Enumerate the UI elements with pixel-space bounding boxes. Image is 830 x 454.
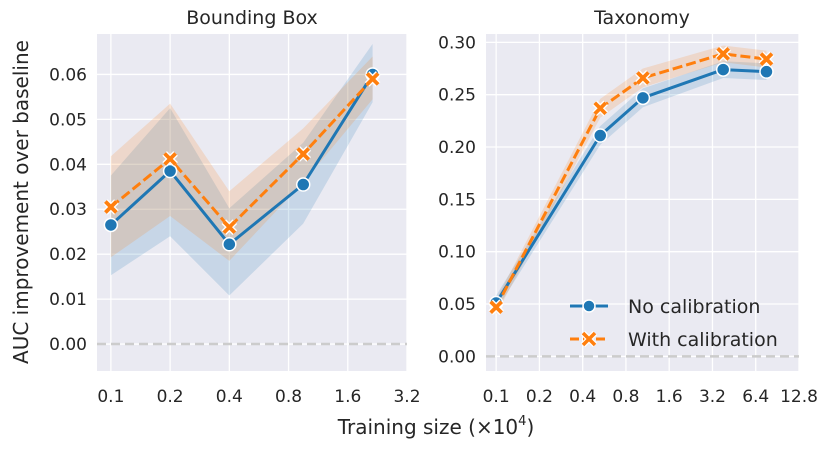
legend-marker-with-calibration [580,330,598,348]
x-tick-label: 0.4 [569,387,596,407]
legend: No calibration With calibration [570,296,778,351]
confidence-band-no-calibration [496,61,767,311]
x-tick-label: 0.8 [612,387,639,407]
y-tick-label: 0.15 [438,190,476,210]
data-point-with-calibration [162,151,178,167]
panel-bounding-box: 0.1 0.2 0.4 0.8 1.6 3.2 0.00 0.01 0.02 0.03 0.04 0.… [49,7,420,407]
data-point-with-calibration [295,146,312,162]
data-point-with-calibration [758,51,775,67]
panel-background [486,34,799,371]
y-tick-label: 0.20 [438,138,476,158]
x-tick-label: 0.8 [275,387,302,407]
data-point-with-calibration [103,199,119,215]
y-tick-label: 0.10 [438,243,476,263]
x-tick-label: 3.2 [393,387,420,407]
y-tick-label: 0.05 [49,110,87,130]
panel-title: Bounding Box [186,7,318,29]
data-point-with-calibration [488,299,504,315]
data-point-with-calibration [715,46,731,62]
x-tick-label: 0.1 [483,387,510,407]
confidence-band-no-calibration [110,43,373,296]
y-tick-label: 0.25 [438,86,476,106]
legend-label-no-calibration: No calibration [628,296,760,318]
panel-background [97,34,407,371]
data-point-no-calibration [635,90,651,106]
data-point-no-calibration [222,237,237,252]
y-axis-label: AUC improvement over baseline [9,40,33,364]
x-tick-label: 0.4 [216,387,243,407]
data-point-with-calibration [364,71,381,87]
x-tick-label: 0.2 [526,387,553,407]
series-line-with-calibration [109,77,374,229]
data-point-with-calibration [221,219,238,236]
panel-title: Taxonomy [593,7,690,29]
x-axis-label: Training size (×104) [337,414,535,439]
confidence-band-with-calibration [110,56,373,261]
x-tick-label: 1.6 [656,387,683,407]
series-line-with-calibration [494,52,767,308]
y-tick-label: 0.02 [49,245,87,265]
y-tick-label: 0.03 [49,200,87,220]
data-point-no-calibration [295,177,311,192]
x-tick-label: 3.2 [699,387,726,407]
y-tick-label: 0.00 [49,335,87,355]
data-point-no-calibration [592,128,608,143]
data-point-no-calibration [715,62,731,77]
y-tick-label: 0.04 [49,155,87,175]
panel-taxonomy: 0.1 0.2 0.4 0.8 1.6 3.2 6.4 12.8 0.00 0.05 0.10 0.1… [438,7,818,407]
y-tick-label: 0.01 [49,290,87,310]
x-tick-label: 0.2 [157,387,184,407]
data-point-no-calibration [103,217,119,233]
chart-marks [97,43,407,346]
x-tick-label: 1.6 [334,387,361,407]
x-tick-label: 6.4 [742,387,769,407]
data-point-with-calibration [592,100,609,117]
x-tick-label: 0.1 [97,387,124,407]
legend-marker-no-calibration [582,299,596,313]
data-point-no-calibration [162,163,178,179]
chart-marks [486,45,799,358]
legend-label-with-calibration: With calibration [628,329,778,351]
y-tick-label: 0.00 [438,347,476,367]
y-tick-label: 0.30 [438,33,476,53]
y-tick-label: 0.06 [49,65,87,85]
data-point-no-calibration [759,64,774,79]
x-tick-label: 12.8 [780,387,818,407]
tick-labels: 0.1 0.2 0.4 0.8 1.6 3.2 0.00 0.01 0.02 0.03 0.04 0.… [49,65,420,407]
y-tick-label: 0.05 [438,295,476,315]
data-point-with-calibration [635,70,651,86]
tick-labels: 0.1 0.2 0.4 0.8 1.6 3.2 6.4 12.8 0.00 0.05 0.10 0.1… [438,33,818,407]
gridlines [97,34,408,371]
